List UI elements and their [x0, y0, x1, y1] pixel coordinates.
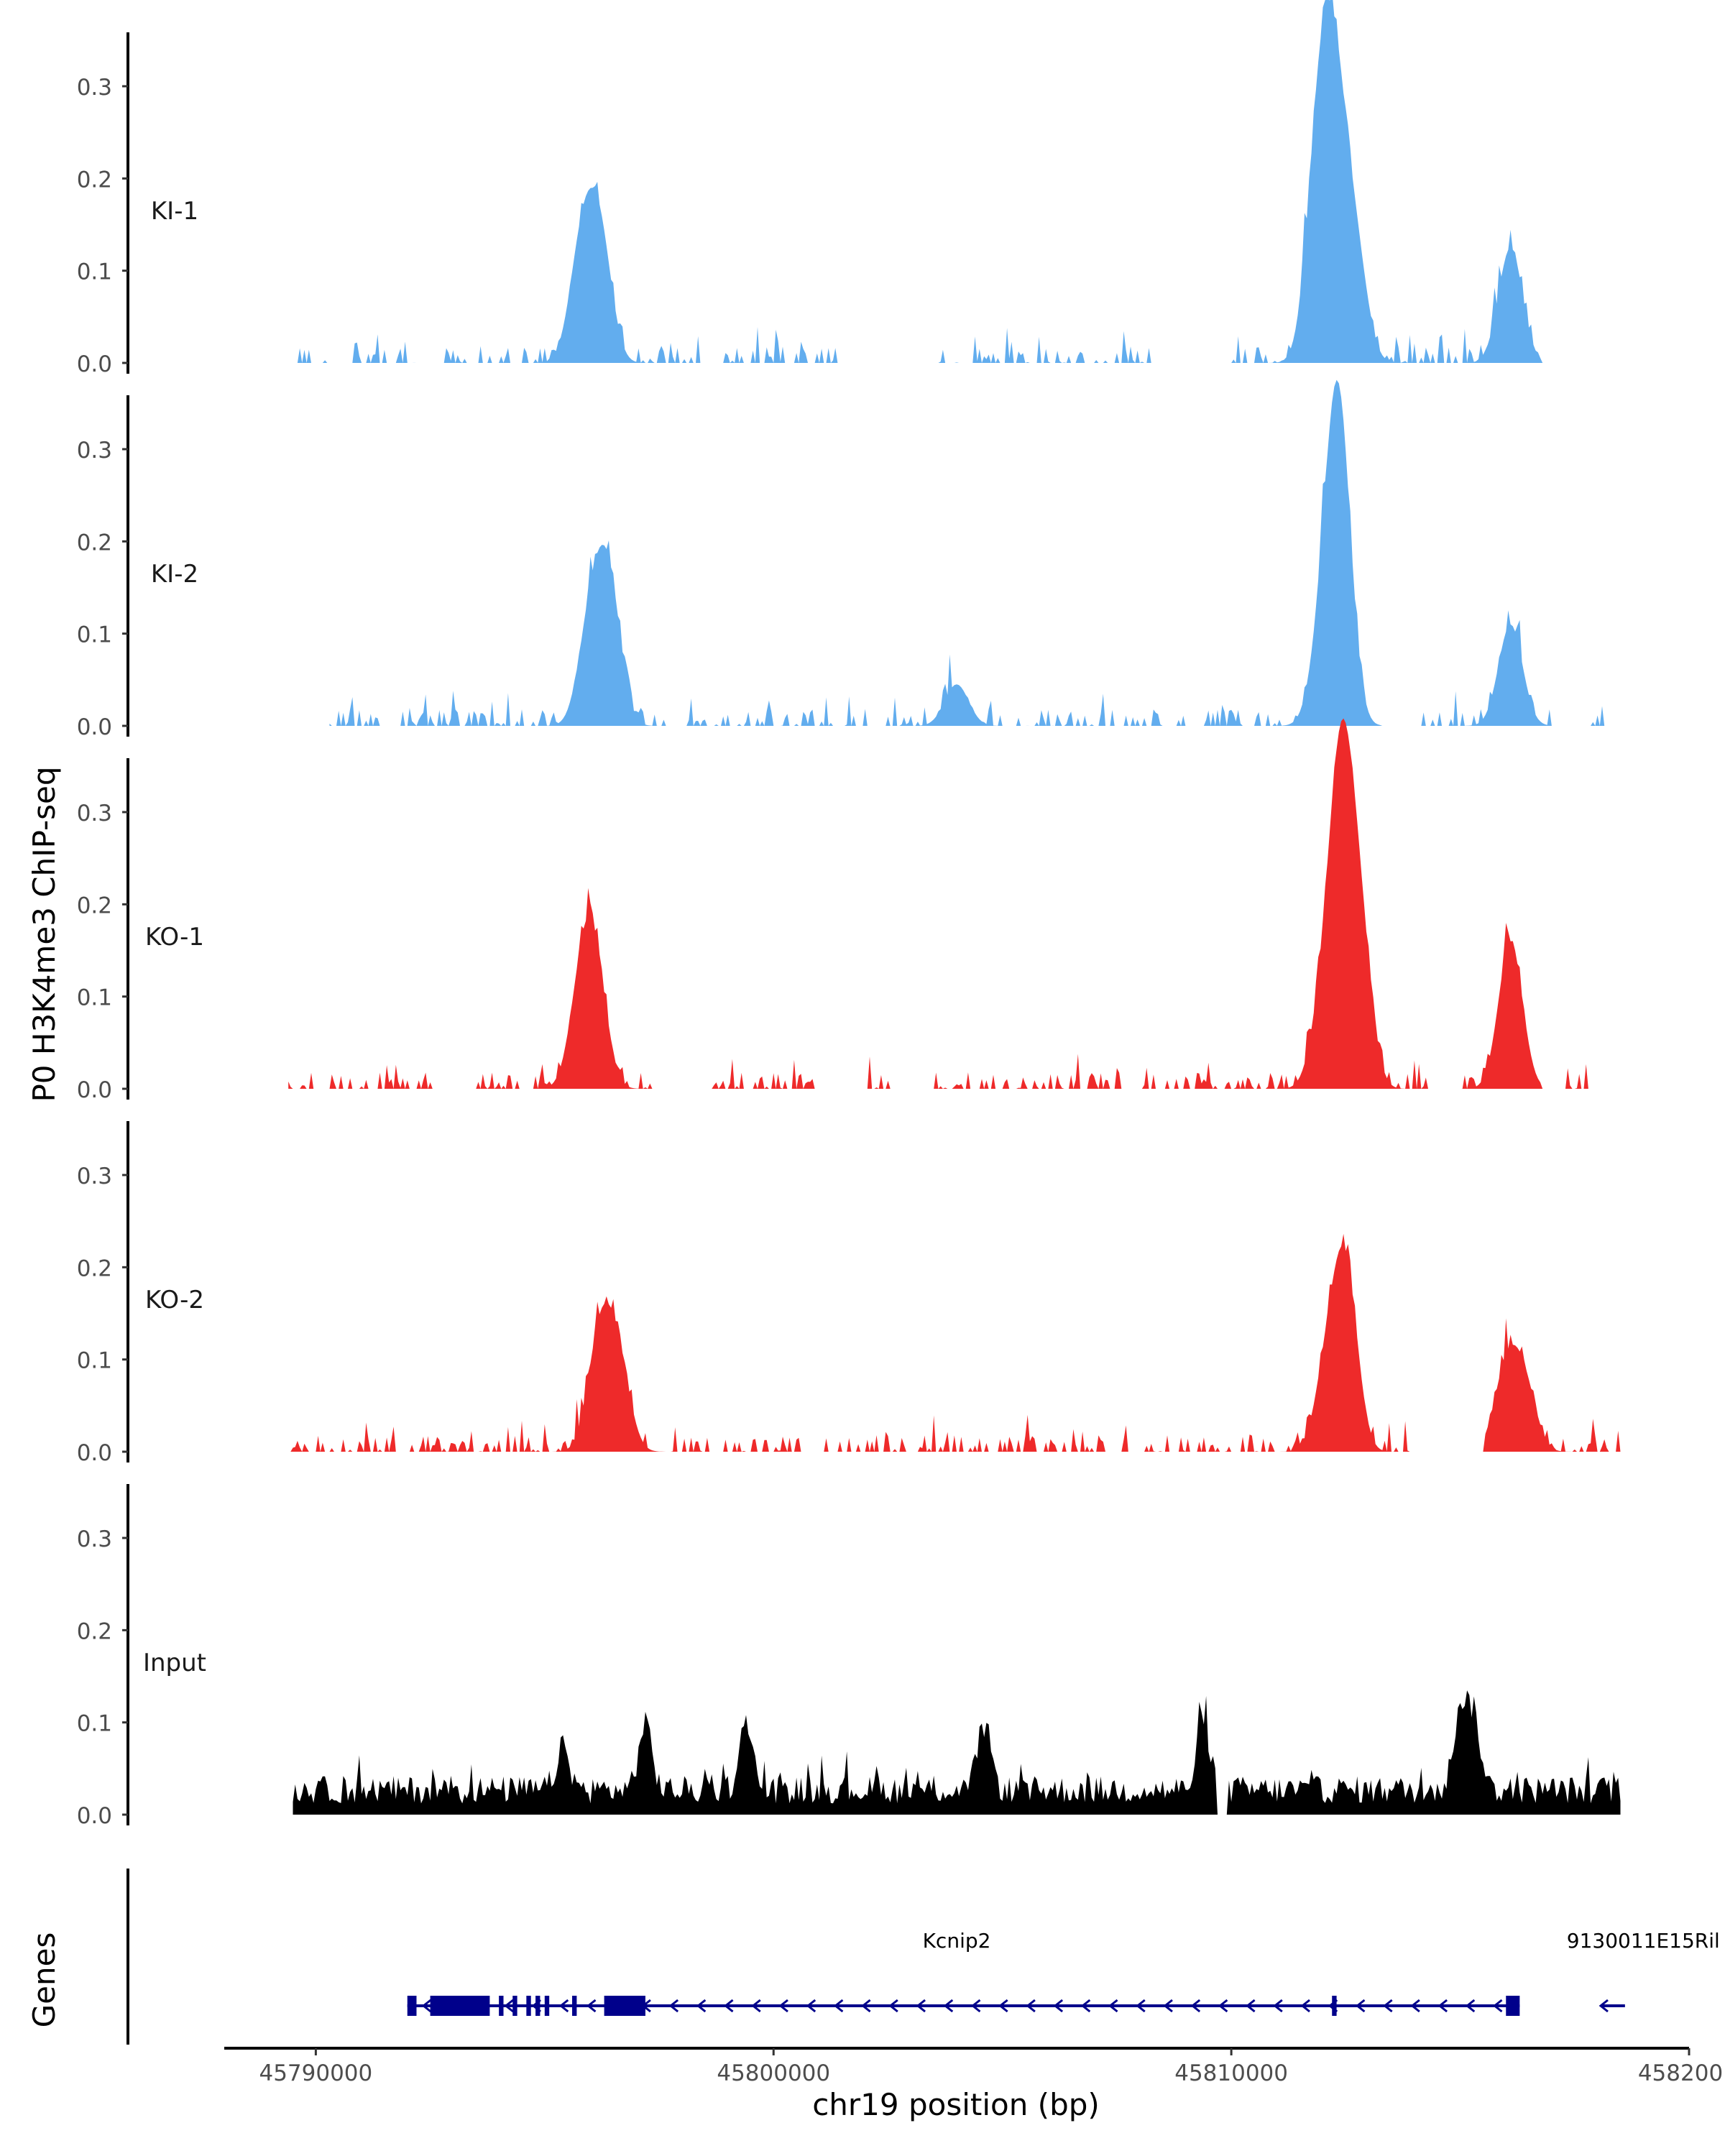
gene-exon	[1332, 1996, 1337, 2016]
signal-area-ki-1	[293, 0, 1621, 363]
gene-direction-arrow	[504, 1999, 514, 2013]
y-tick-label: 0.2	[77, 893, 112, 918]
gene-direction-arrow	[1598, 1999, 1609, 2013]
gene-exon	[535, 1996, 540, 2016]
signal-area-ko-2	[288, 1233, 1621, 1452]
gene-direction-arrow	[1053, 1999, 1064, 2013]
gene-exon	[1506, 1996, 1520, 2016]
x-tick-label: 45800000	[717, 2060, 830, 2086]
y-tick-label: 0.0	[77, 351, 112, 377]
track-label: Input	[143, 1649, 206, 1677]
track-ki-2: 0.0 0.1 0.2 0.3 KI-2	[77, 379, 1621, 740]
track-input: 0.0 0.1 0.2 0.3 Input	[77, 1484, 1621, 1829]
gene-direction-arrow	[421, 1999, 432, 2013]
gene-exon	[430, 1996, 490, 2016]
gene-direction-arrow	[1493, 1999, 1503, 2013]
gene-name-label: 9130011E15Ril	[1567, 1929, 1720, 1953]
y-tick-label: 0.0	[77, 1440, 112, 1466]
gene-exon	[526, 1996, 531, 2016]
y-axis-title: P0 H3K4me3 ChIP-seq	[27, 766, 62, 1102]
gene-direction-arrow	[806, 1999, 816, 2013]
genes-track-title: Genes	[27, 1932, 62, 2028]
gene-direction-arrow	[1356, 1999, 1366, 2013]
signal-area-ko-1	[288, 718, 1588, 1089]
gene-direction-arrow	[1300, 1999, 1310, 2013]
gene-direction-arrow	[1410, 1999, 1420, 2013]
gene-direction-arrow	[971, 1999, 981, 2013]
gene-direction-arrow	[724, 1999, 734, 2013]
track-label: KI-1	[151, 197, 198, 226]
gene-exon	[512, 1996, 518, 2016]
gene-direction-arrow	[1136, 1999, 1146, 2013]
gene-exon	[407, 1996, 417, 2016]
gene-direction-arrow	[1438, 1999, 1448, 2013]
tracks-layer: 0.00.10.20.3KI-10.00.10.20.3KI-20.00.10.…	[77, 0, 1621, 1829]
gene-direction-arrow	[916, 1999, 926, 2013]
gene-direction-arrow	[1163, 1999, 1173, 2013]
gene-direction-arrow	[1273, 1999, 1283, 2013]
gene-direction-arrow	[861, 1999, 871, 2013]
y-tick-label: 0.3	[77, 75, 112, 101]
gene-direction-arrow	[943, 1999, 954, 2013]
gene-exon	[544, 1996, 550, 2016]
signal-area-ki-2	[329, 379, 1621, 726]
gene-direction-arrow	[586, 1999, 597, 2013]
gene-direction-arrow	[1246, 1999, 1256, 2013]
track-ki-1: 0.0 0.1 0.2 0.3 KI-1	[77, 0, 1621, 377]
x-tick-label: 45810000	[1174, 2060, 1288, 2086]
y-tick-label: 0.1	[77, 259, 112, 285]
y-tick-label: 0.3	[77, 801, 112, 826]
gene-direction-arrow	[558, 1999, 569, 2013]
y-tick-label: 0.3	[77, 1164, 112, 1189]
gene-direction-arrow	[1383, 1999, 1393, 2013]
gene-exon	[572, 1996, 577, 2016]
y-tick-label: 0.0	[77, 714, 112, 740]
gene-direction-arrow	[778, 1999, 788, 2013]
track-label: KO-2	[145, 1286, 204, 1314]
track-label: KI-2	[151, 560, 198, 589]
y-tick-label: 0.0	[77, 1803, 112, 1829]
gene-name-label: Kcnip2	[923, 1929, 991, 1953]
y-tick-label: 0.2	[77, 530, 112, 556]
gene-exon	[499, 1996, 504, 2016]
track-ko-1: 0.0 0.1 0.2 0.3 KO-1	[77, 718, 1588, 1103]
gene-direction-arrow	[1080, 1999, 1091, 2013]
x-tick-label: 45790000	[259, 2060, 372, 2086]
track-label: KO-1	[145, 923, 204, 952]
signal-area-input	[293, 1690, 1621, 1815]
y-tick-label: 0.3	[77, 438, 112, 464]
x-axis-title: chr19 position (bp)	[812, 2087, 1100, 2122]
gene-direction-arrow	[1190, 1999, 1201, 2013]
gene-direction-arrow	[696, 1999, 707, 2013]
y-tick-label: 0.1	[77, 1348, 112, 1374]
genes-track: Genes Kcnip2 9130011E15Ril	[27, 1869, 1720, 2045]
gene-exon	[604, 1996, 645, 2016]
y-tick-label: 0.2	[77, 167, 112, 193]
gene-direction-arrow	[668, 1999, 679, 2013]
gene-direction-arrow	[1026, 1999, 1036, 2013]
gene-direction-arrow	[888, 1999, 898, 2013]
gene-direction-arrow	[1108, 1999, 1118, 2013]
x-axis: 45790000 45800000 45810000 458200	[224, 2047, 1723, 2086]
gene-direction-arrow	[751, 1999, 761, 2013]
y-tick-label: 0.0	[77, 1077, 112, 1103]
y-tick-label: 0.1	[77, 622, 112, 648]
x-tick-label: 458200	[1638, 2060, 1723, 2086]
track-ko-2: 0.0 0.1 0.2 0.3 KO-2	[77, 1121, 1621, 1466]
gene-direction-arrow	[998, 1999, 1008, 2013]
y-tick-label: 0.1	[77, 1711, 112, 1737]
gene-direction-arrow	[1465, 1999, 1476, 2013]
y-tick-label: 0.2	[77, 1256, 112, 1281]
y-tick-label: 0.3	[77, 1526, 112, 1552]
y-tick-label: 0.2	[77, 1618, 112, 1644]
y-tick-label: 0.1	[77, 985, 112, 1011]
gene-direction-arrow	[1218, 1999, 1228, 2013]
gene-direction-arrow	[834, 1999, 844, 2013]
